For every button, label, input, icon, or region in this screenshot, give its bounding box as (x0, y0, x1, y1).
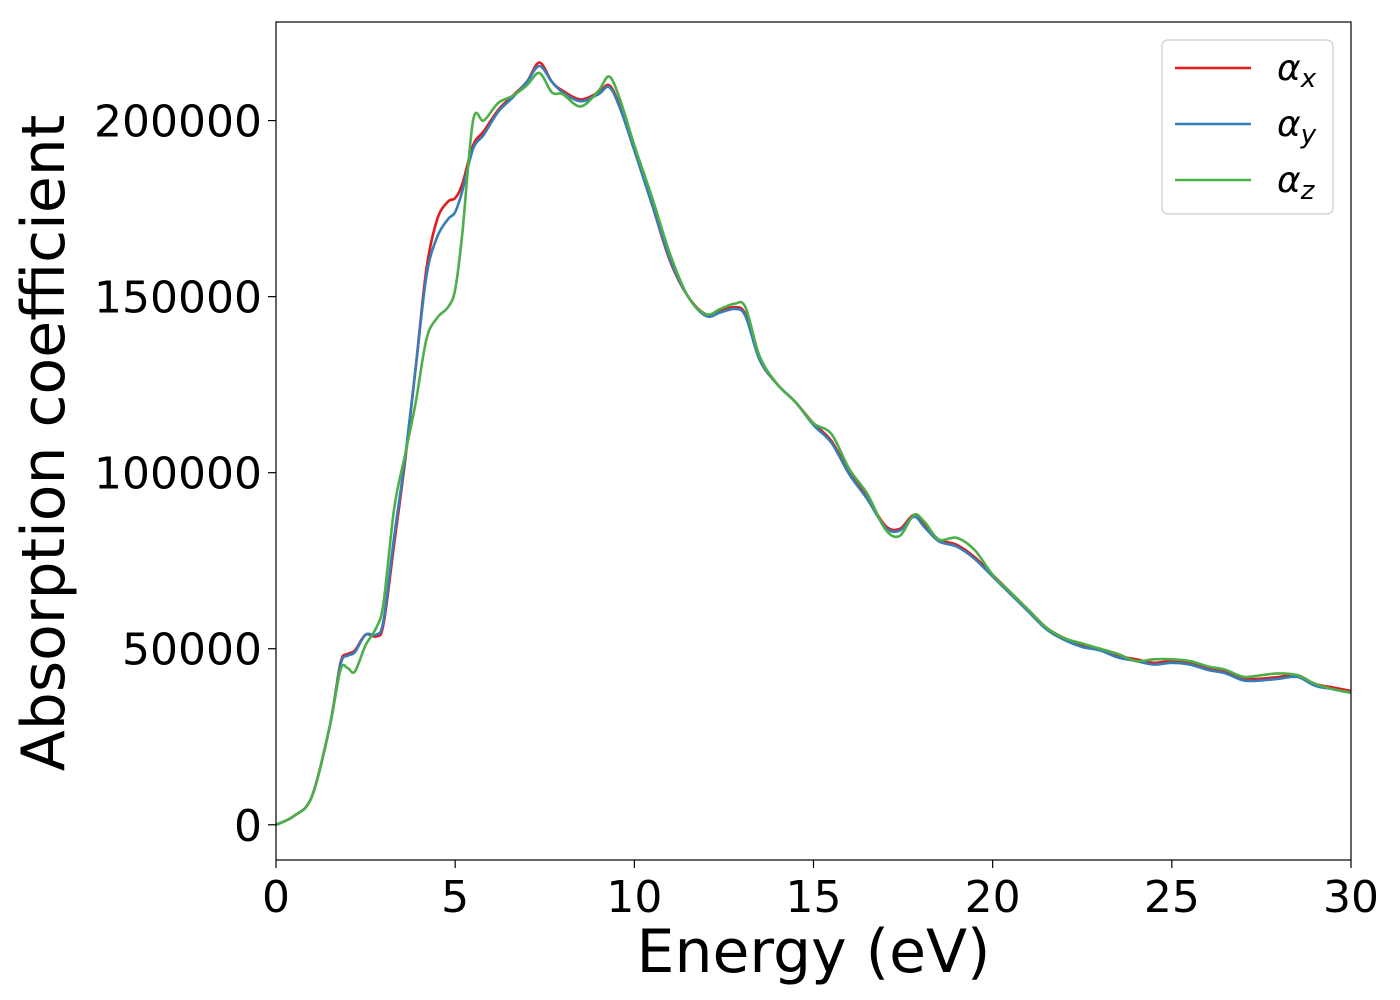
x-tick-label: 30 (1323, 872, 1379, 923)
x-tick-label: 10 (606, 872, 662, 923)
x-tick-label: 15 (786, 872, 842, 923)
y-tick-label: 100000 (94, 449, 262, 500)
y-tick-label: 150000 (94, 273, 262, 324)
plot-area (276, 61, 1351, 826)
y-tick-label: 50000 (122, 625, 262, 676)
x-axis-title: Energy (eV) (637, 917, 991, 987)
legend-label-z: αz (1277, 160, 1316, 206)
legend: αx αy αz (1161, 39, 1334, 215)
y-tick-label: 0 (234, 801, 262, 852)
series-line-z (276, 71, 1351, 826)
y-axis-title: Absorption coefficient (9, 115, 79, 772)
x-axis: 0 5 10 15 20 25 30 (262, 860, 1379, 923)
x-tick-label: 0 (262, 872, 290, 923)
y-tick-label: 200000 (94, 97, 262, 148)
legend-label-x: αx (1277, 48, 1317, 94)
y-axis: 0 50000 100000 150000 200000 (94, 97, 276, 852)
x-tick-label: 20 (965, 872, 1021, 923)
x-tick-label: 5 (441, 872, 469, 923)
legend-label-y: αy (1277, 104, 1317, 150)
legend-box (1161, 39, 1334, 215)
x-tick-label: 25 (1144, 872, 1200, 923)
